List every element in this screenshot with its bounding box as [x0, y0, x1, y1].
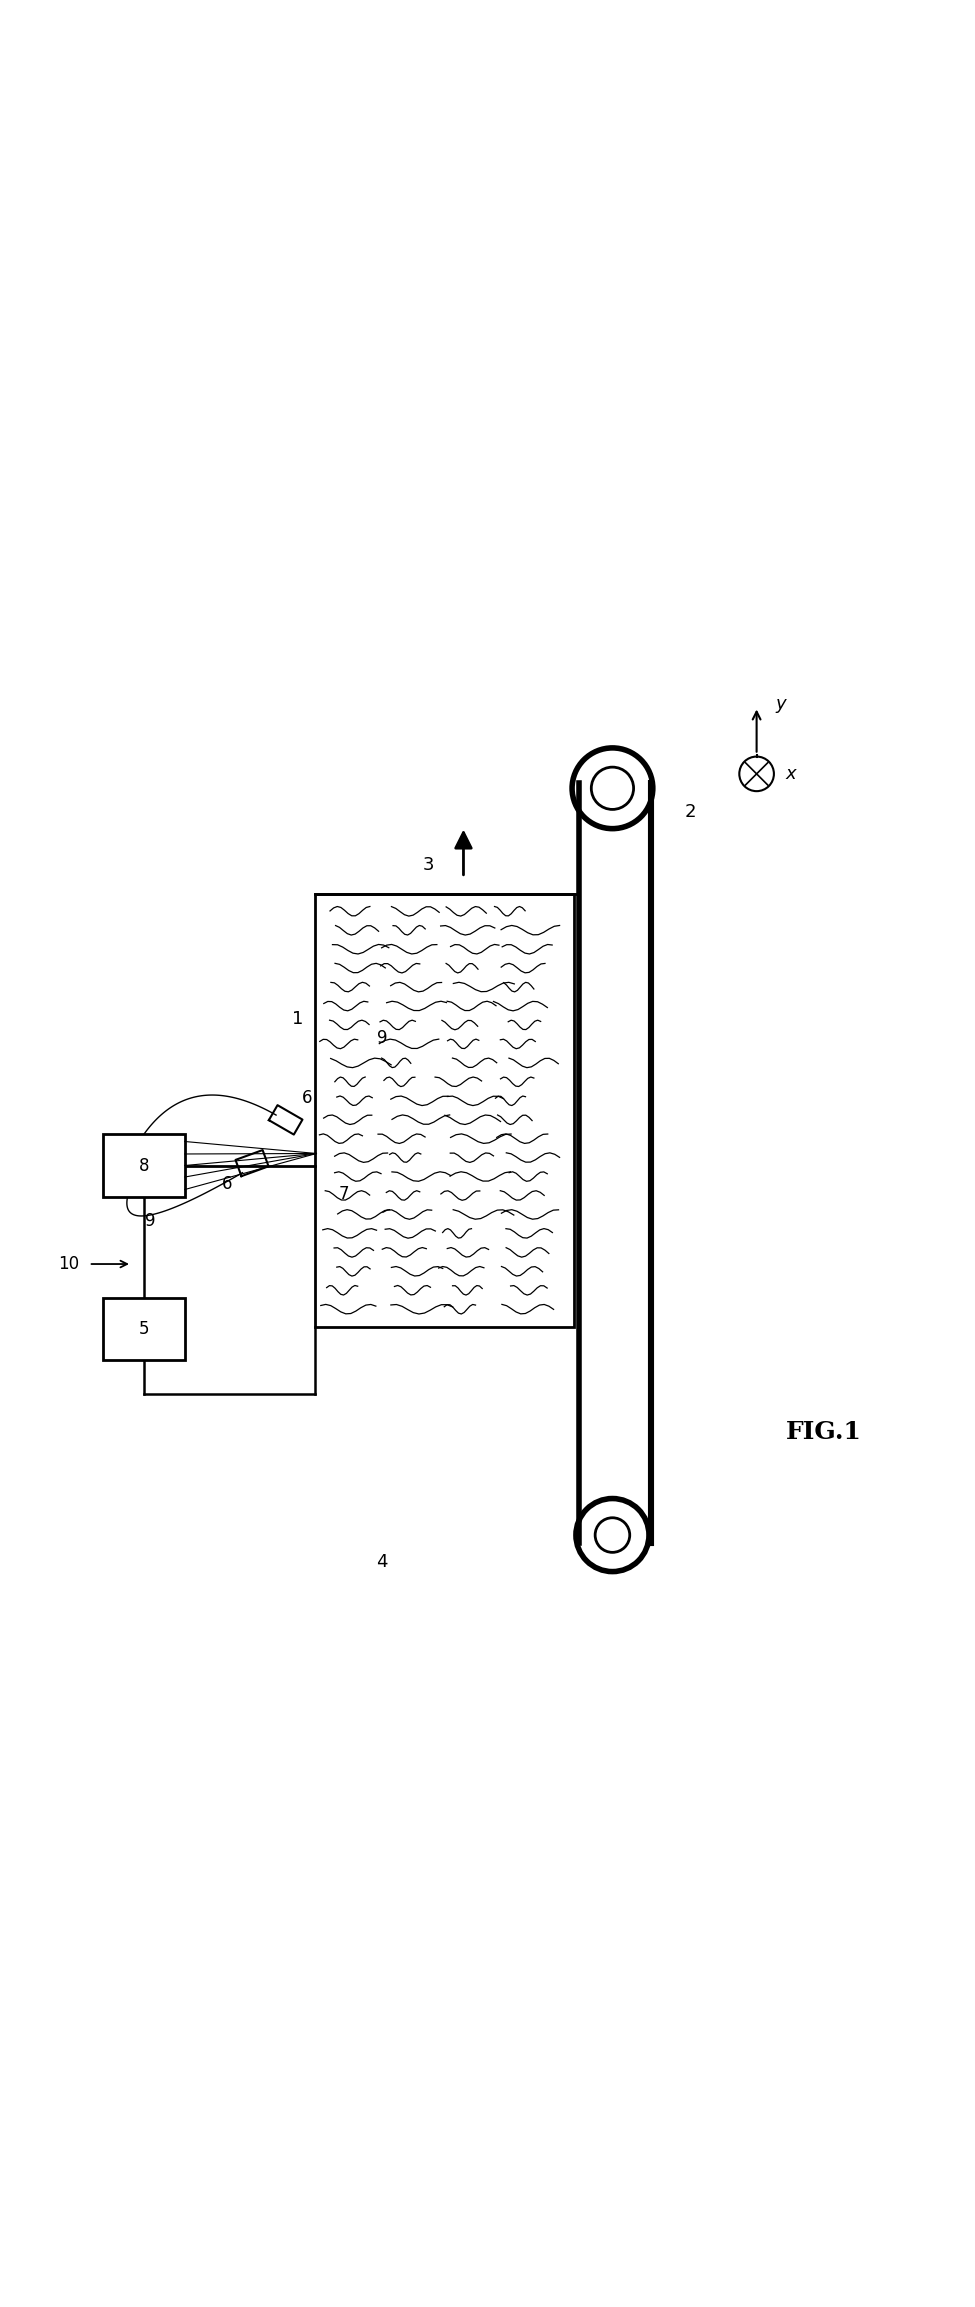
Text: 1: 1	[292, 1010, 303, 1029]
Text: 6: 6	[222, 1174, 233, 1193]
Text: 6: 6	[302, 1089, 313, 1107]
Text: 2: 2	[684, 803, 696, 821]
Text: 9: 9	[145, 1211, 156, 1230]
Text: 9: 9	[377, 1029, 387, 1047]
Text: x: x	[786, 766, 796, 782]
Text: 7: 7	[338, 1186, 349, 1202]
Bar	[315, 895, 574, 1327]
Bar	[103, 1135, 184, 1197]
Bar	[103, 1297, 184, 1361]
Text: 10: 10	[58, 1255, 79, 1273]
Text: 5: 5	[138, 1320, 149, 1338]
Text: 8: 8	[138, 1156, 149, 1174]
Text: 3: 3	[423, 856, 435, 874]
Text: y: y	[776, 694, 787, 713]
Text: FIG.1: FIG.1	[786, 1421, 862, 1444]
Text: 4: 4	[376, 1553, 387, 1571]
